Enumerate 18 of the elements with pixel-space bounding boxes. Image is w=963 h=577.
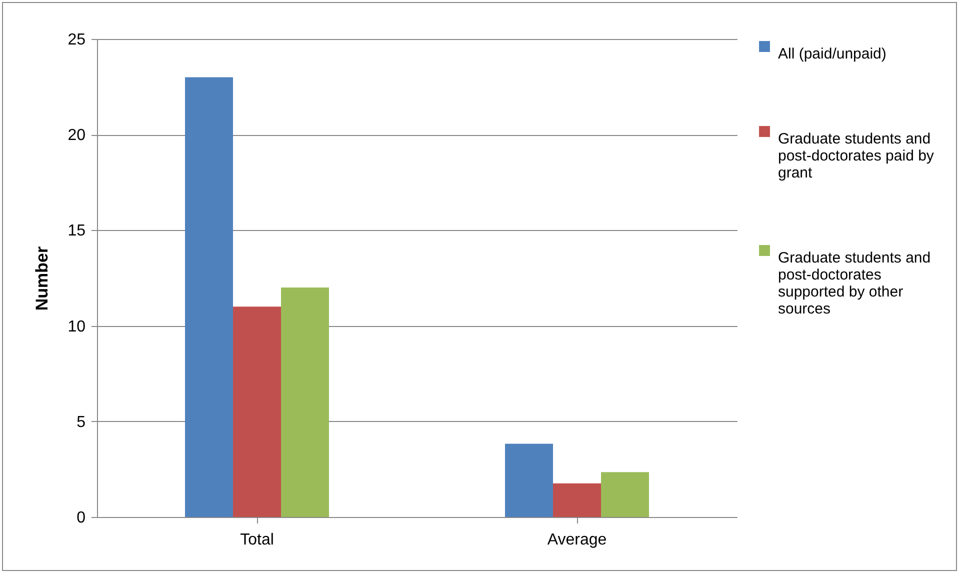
y-tick-label: 10 [68, 318, 86, 336]
y-axis-title: Number [32, 246, 52, 311]
bar [553, 483, 601, 517]
legend-label: Graduate students and post-doctorates supported by other sources [778, 250, 931, 318]
bar [233, 306, 281, 517]
y-tick-label: 5 [76, 414, 86, 431]
bar [505, 444, 553, 517]
y-tick-label: 20 [68, 127, 86, 144]
legend-label: Graduate students and post-doctorates paid by grant [778, 130, 934, 182]
x-tick-label: Average [547, 532, 607, 548]
y-tick-label: 25 [68, 32, 86, 48]
legend-label: All (paid/unpaid) [778, 46, 886, 62]
y-tick-label: 0 [76, 510, 86, 526]
bar [185, 77, 233, 517]
x-tick-label: Total [240, 532, 274, 548]
y-tick-label: 15 [68, 222, 86, 240]
bar [281, 288, 329, 517]
bar [601, 472, 649, 517]
